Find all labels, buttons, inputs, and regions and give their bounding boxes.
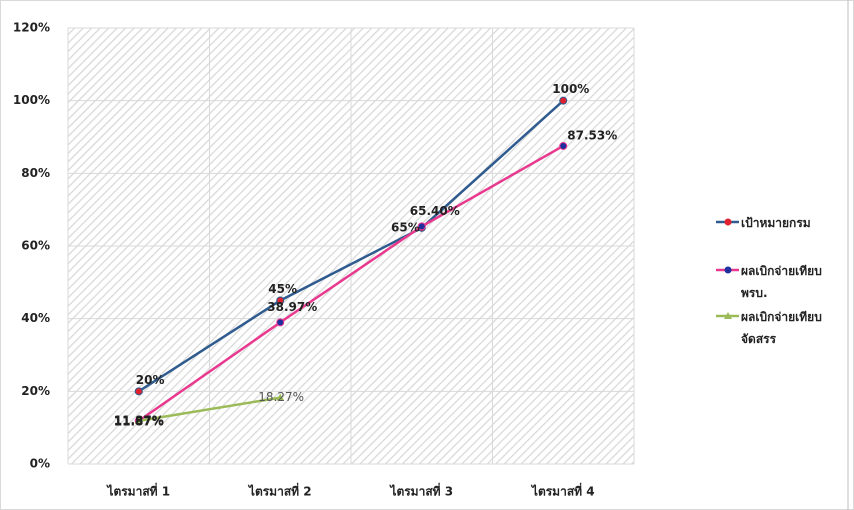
marker: [417, 222, 426, 231]
x-tick-label: ไตรมาสที่ 4: [530, 483, 595, 499]
legend-label: ผลเบิกจ่ายเทียบ จัดสรร: [741, 310, 822, 346]
series-line: [138, 396, 281, 423]
legend-item: ผลเบิกจ่ายเทียบ พรบ.: [715, 260, 825, 304]
value-label: 18.27%: [258, 390, 304, 404]
series-line: [138, 99, 565, 393]
marker: [276, 318, 285, 327]
y-tick-label: 40%: [21, 311, 50, 325]
value-label: 11.87%: [114, 413, 164, 427]
legend-item: ผลเบิกจ่ายเทียบ จัดสรร: [715, 306, 825, 350]
y-tick-label: 20%: [21, 384, 50, 398]
legend-label: เป้าหมายกรม: [741, 216, 811, 230]
value-label: 20%: [136, 373, 165, 387]
value-label: 65.40%: [410, 204, 460, 218]
y-tick-label: 120%: [13, 21, 50, 35]
y-tick-label: 60%: [21, 239, 50, 253]
y-tick-label: 100%: [13, 93, 50, 107]
value-label: 87.53%: [567, 128, 617, 142]
legend-label: ผลเบิกจ่ายเทียบ พรบ.: [741, 264, 822, 300]
y-tick-label: 0%: [30, 457, 50, 471]
y-tick-label: 80%: [21, 166, 50, 180]
x-tick-label: ไตรมาสที่ 3: [388, 483, 453, 499]
x-tick-label: ไตรมาสที่ 2: [247, 483, 312, 499]
x-tick-label: ไตรมาสที่ 1: [105, 483, 170, 499]
series-line: [138, 144, 564, 422]
value-label: 38.97%: [267, 300, 317, 314]
legend-item: เป้าหมายกรม: [715, 212, 825, 234]
marker: [134, 387, 143, 396]
value-label: 11.87%: [114, 414, 164, 428]
legend-swatch: [716, 218, 739, 226]
marker: [559, 96, 568, 105]
value-label: 45%: [268, 282, 297, 296]
marker: [134, 416, 143, 424]
marker: [276, 393, 285, 401]
value-label: 100%: [552, 82, 589, 96]
marker: [559, 141, 568, 150]
legend-swatch: [716, 266, 739, 274]
legend-swatch: [716, 312, 739, 319]
value-label: 65%: [391, 220, 420, 234]
marker: [276, 296, 285, 305]
